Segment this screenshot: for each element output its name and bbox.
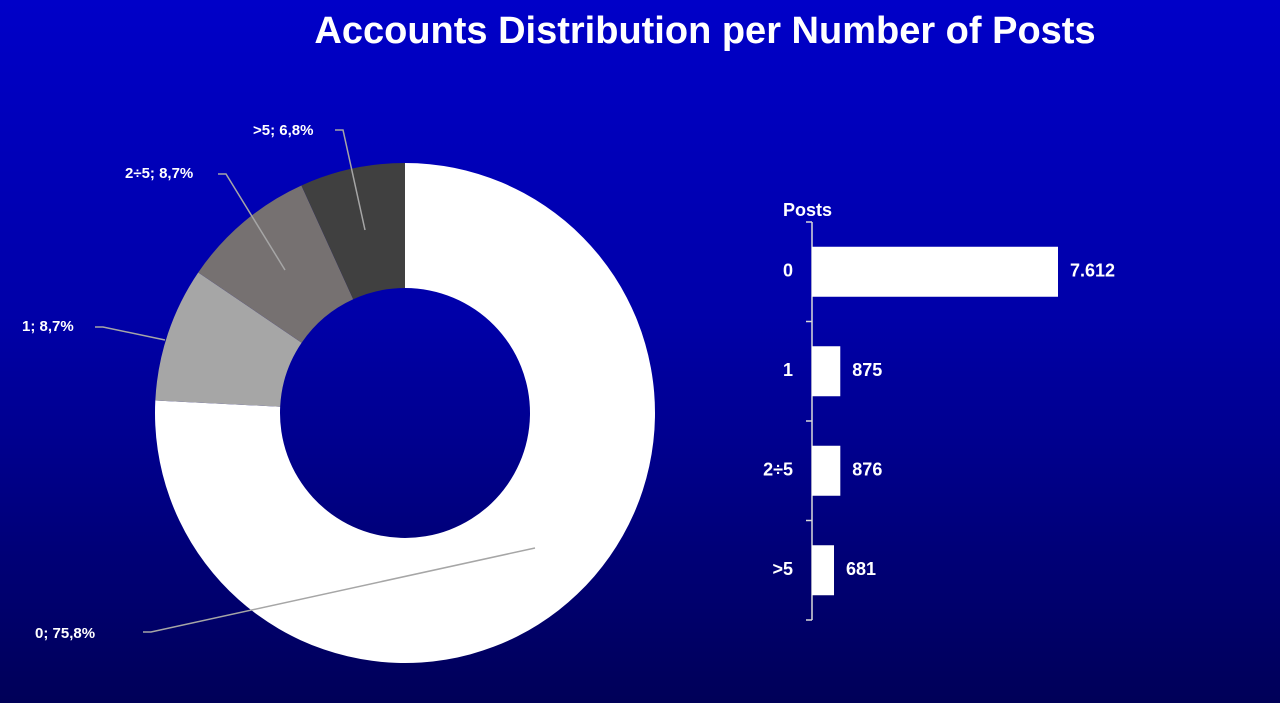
bar [812, 545, 835, 596]
leader-line [143, 547, 536, 633]
leader-line [218, 173, 286, 271]
leader-line [95, 326, 166, 341]
y-tick-label: 0 [783, 261, 793, 281]
value-label: 681 [846, 559, 876, 579]
y-tick-label: 1 [783, 360, 793, 380]
leader-line [335, 129, 366, 231]
value-label: 7.612 [1070, 261, 1115, 281]
y-tick-label: >5 [772, 559, 793, 579]
donut-slice [198, 185, 354, 343]
slice-label: >5; 6,8% [253, 122, 313, 139]
slice-label: 2÷5; 8,7% [125, 165, 193, 182]
axis-title: Posts [783, 200, 832, 220]
donut-slice [155, 272, 302, 407]
y-tick-label: 2÷5 [763, 460, 793, 480]
slice-label: 1; 8,7% [22, 318, 74, 335]
chart-title: Accounts Distribution per Number of Post… [314, 10, 1095, 52]
slice-label: 0; 75,8% [35, 625, 95, 642]
donut-slice [155, 163, 655, 663]
bar [812, 346, 841, 397]
value-label: 875 [852, 360, 882, 380]
bar [812, 445, 841, 496]
bar [812, 246, 1058, 297]
donut-slice [301, 163, 405, 300]
value-label: 876 [852, 460, 882, 480]
